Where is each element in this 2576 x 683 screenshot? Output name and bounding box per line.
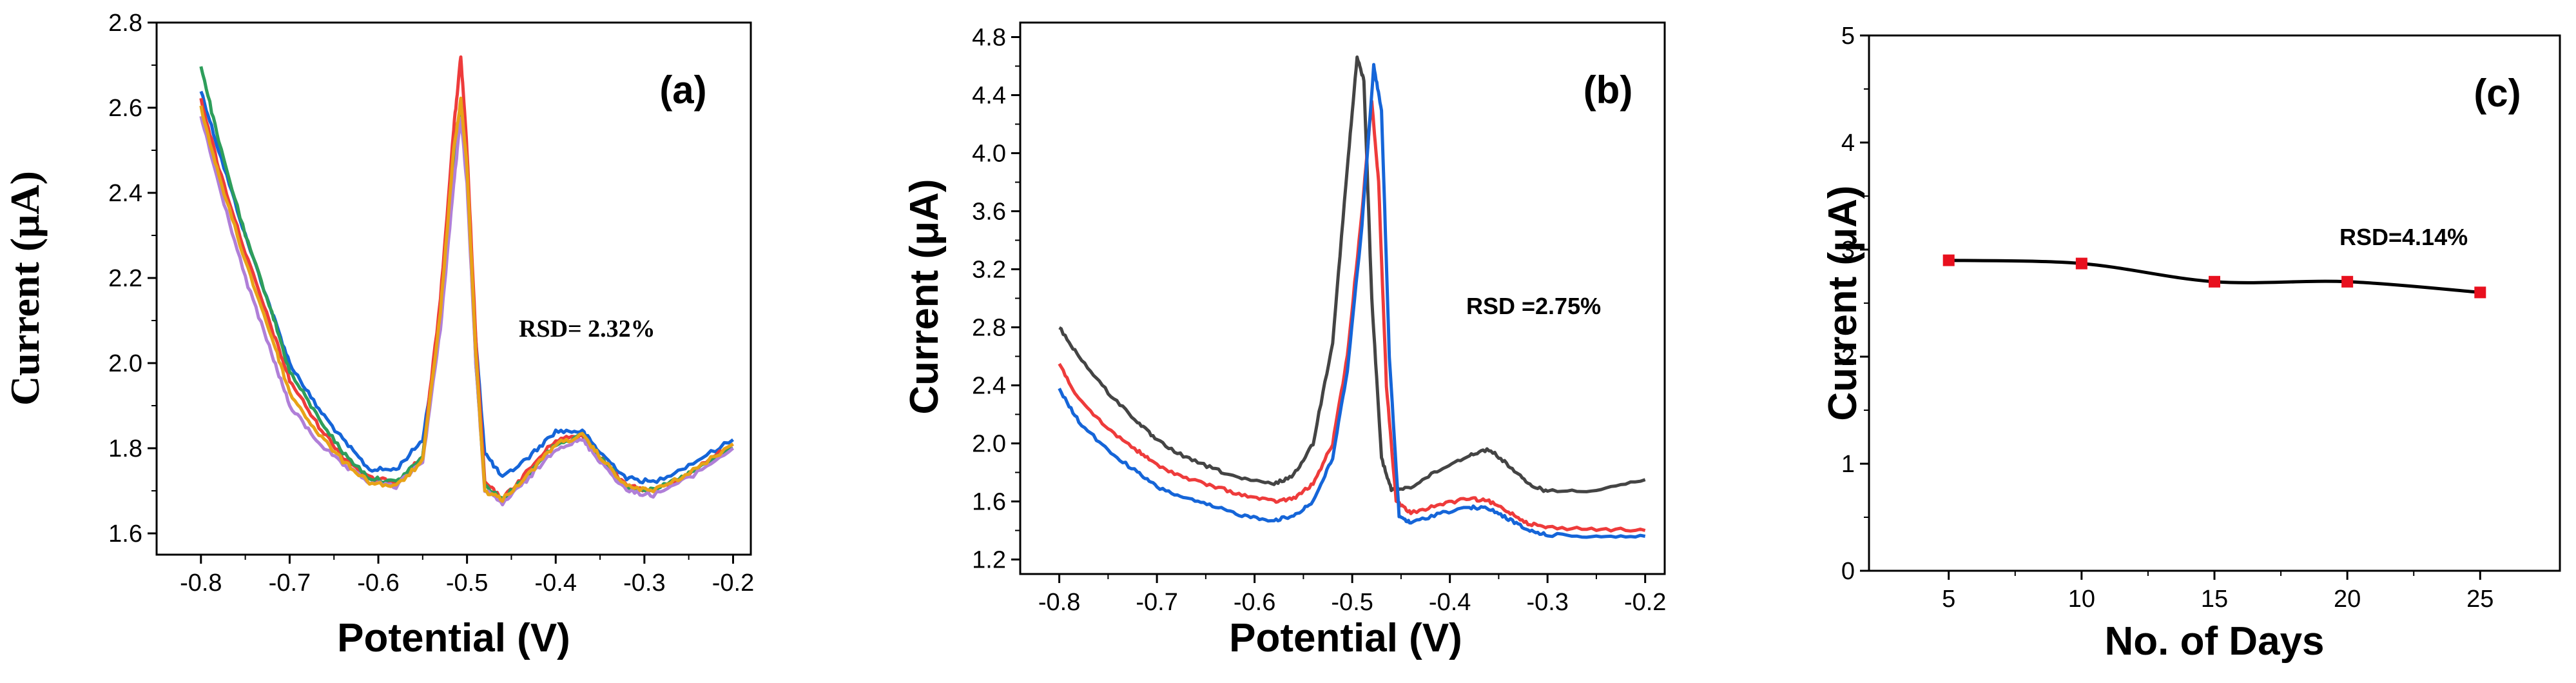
ticks-b: -0.8 -0.7 -0.6 -0.5 -0.4 -0.3 -0.2 1.2 1.6 2.0 2.4… [972,25,1666,617]
x-axis-title-b: Potential (V) [1229,616,1462,660]
series-line-1 [1058,55,1646,493]
x-tick-label: -0.8 [1038,589,1080,616]
y-tick-label: 2.0 [972,431,1006,458]
series-line-5 [199,96,734,503]
y-tick-label: 2.0 [108,350,142,377]
y-tick-label: 1.8 [108,435,142,462]
x-tick-label: 5 [1942,586,1955,613]
data-point [2075,257,2087,270]
y-tick-label: 2.4 [108,180,142,207]
x-tick-label: -0.6 [357,569,399,597]
y-tick-label: 0 [1841,558,1855,585]
series-group-b [1058,55,1646,539]
y-tick-label: 2.4 [972,373,1006,400]
x-tick-label: -0.7 [269,569,311,597]
x-tick-label: -0.2 [1624,589,1666,616]
x-tick-label: 15 [2201,586,2228,613]
y-tick-label: 4.8 [972,25,1006,52]
y-tick-label: 2 [1841,344,1855,371]
ticks-a: -0.8 -0.7 -0.6 -0.5 -0.4 -0.3 -0.2 1.6 1.8 2.0 2.2… [108,10,754,597]
x-tick-label: -0.3 [1526,589,1568,616]
x-tick-label: 20 [2334,586,2361,613]
data-point [2209,275,2220,288]
x-tick-label: -0.2 [712,569,754,597]
data-point [2341,275,2354,288]
y-tick-label: 5 [1841,23,1855,50]
x-tick-label: -0.6 [1234,589,1275,616]
panel-label-c: (c) [2474,72,2521,115]
rsd-annotation-a: RSD= 2.32% [519,315,655,342]
x-axis-title-c: No. of Days [2104,619,2324,664]
x-tick-label: -0.7 [1136,589,1177,616]
y-tick-label: 1.6 [972,489,1006,516]
x-tick-label: -0.8 [180,569,222,597]
y-axis-title-b: Current (μA) [902,179,947,414]
data-point [1942,254,1955,266]
y-tick-label: 3.2 [972,257,1006,284]
x-tick-label: -0.5 [1331,589,1373,616]
panel-b: -0.8 -0.7 -0.6 -0.5 -0.4 -0.3 -0.2 1.2 1.6 2.0 2.4… [902,21,1666,660]
series-line-4 [199,115,735,507]
series-line-2 [199,55,734,502]
y-tick-label: 2.2 [108,265,142,292]
y-tick-label: 1 [1841,451,1855,478]
panel-c: 5 10 15 20 25 0 1 2 3 4 5 (c) RSD=4.14% No. of Day… [1821,23,2561,664]
panel-a: -0.8 -0.7 -0.6 -0.5 -0.4 -0.3 -0.2 1.6 1.8 2.0 2.2… [2,10,754,660]
y-tick-label: 1.6 [108,520,142,548]
y-tick-label: 3 [1841,237,1855,264]
x-tick-label: 25 [2466,586,2494,613]
y-tick-label: 1.2 [972,547,1006,574]
rsd-annotation-b: RSD =2.75% [1466,293,1601,319]
plot-frame-a [155,21,752,556]
x-tick-label: -0.3 [623,569,665,597]
x-tick-label: -0.4 [535,569,577,597]
x-tick-label: -0.5 [446,569,488,597]
ticks-c: 5 10 15 20 25 0 1 2 3 4 5 [1841,23,2494,613]
series-group-a [199,55,735,507]
series-line-3 [1058,63,1646,539]
x-tick-label: -0.4 [1429,589,1471,616]
y-tick-label: 2.6 [108,95,142,122]
panel-label-a: (a) [659,68,706,112]
x-tick-label: 10 [2068,586,2095,613]
y-axis-title-c: Current (μA) [1821,185,1865,421]
series-group-c [1942,254,2486,299]
panel-label-b: (b) [1583,68,1633,112]
y-tick-label: 3.6 [972,199,1006,226]
y-tick-label: 2.8 [108,10,142,37]
y-tick-label: 2.8 [972,315,1006,342]
plot-frame-c [1868,34,2561,572]
y-tick-label: 4.4 [972,83,1006,110]
y-axis-title-a: Current (μA) [2,171,48,406]
y-tick-label: 4.0 [972,141,1006,168]
x-axis-title-a: Potential (V) [337,616,570,660]
data-point [2474,286,2486,299]
rsd-annotation-c: RSD=4.14% [2339,224,2468,250]
y-tick-label: 4 [1841,130,1855,157]
